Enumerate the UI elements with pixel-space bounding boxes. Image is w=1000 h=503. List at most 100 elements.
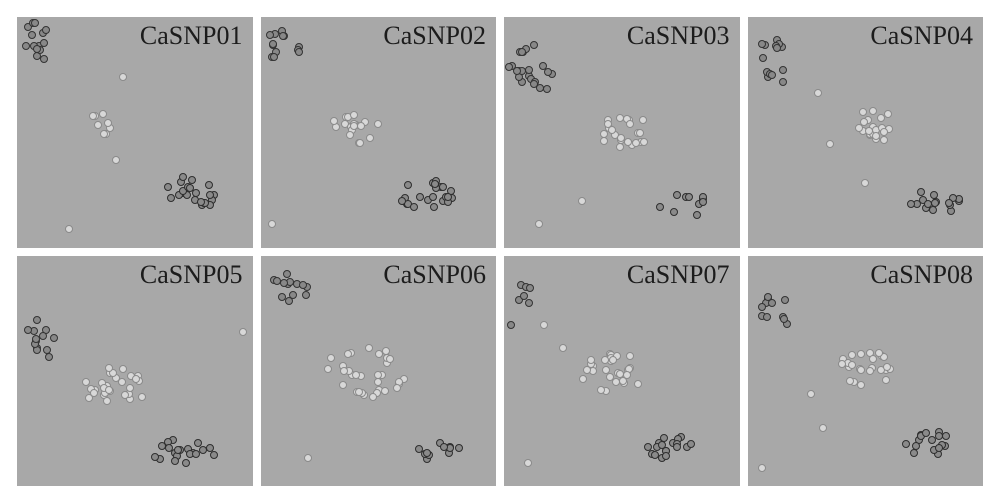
scatter-point — [526, 284, 534, 292]
scatter-point — [814, 89, 822, 97]
scatter-point — [865, 127, 873, 135]
scatter-point — [639, 116, 647, 124]
scatter-point — [350, 122, 358, 130]
scatter-point — [601, 356, 609, 364]
scatter-point — [773, 44, 781, 52]
scatter-point — [192, 450, 200, 458]
scatter-point — [410, 203, 418, 211]
scatter-point — [118, 378, 126, 386]
scatter-panel-grid: CaSNP01 CaSNP02 CaSNP03 CaSNP04 CaSNP05 … — [0, 0, 1000, 503]
scatter-point — [386, 355, 394, 363]
scatter-point — [600, 137, 608, 145]
scatter-point — [295, 48, 303, 56]
scatter-point — [182, 459, 190, 467]
scatter-point — [763, 313, 771, 321]
scatter-point — [759, 54, 767, 62]
scatter-point — [151, 453, 159, 461]
scatter-point — [540, 321, 548, 329]
panel-label: CaSNP07 — [627, 260, 730, 290]
scatter-point — [860, 118, 868, 126]
scatter-point — [197, 198, 205, 206]
scatter-point — [366, 134, 374, 142]
scatter-point — [393, 384, 401, 392]
scatter-point — [910, 449, 918, 457]
scatter-point — [43, 346, 51, 354]
scatter-point — [826, 140, 834, 148]
scatter-point — [587, 356, 595, 364]
scatter-point — [165, 444, 173, 452]
scatter-point — [99, 110, 107, 118]
scatter-point — [105, 364, 113, 372]
scatter-point — [356, 139, 364, 147]
scatter-point — [644, 443, 652, 451]
scatter-point — [539, 62, 547, 70]
scatter-point — [780, 315, 788, 323]
scatter-point — [365, 344, 373, 352]
scatter-point — [299, 281, 307, 289]
scatter-point — [658, 441, 666, 449]
scatter-point — [121, 391, 129, 399]
scatter-point — [524, 459, 532, 467]
scatter-point — [632, 139, 640, 147]
scatter-point — [94, 121, 102, 129]
scatter-point — [430, 203, 438, 211]
scatter-point — [40, 39, 48, 47]
scatter-point — [302, 291, 310, 299]
scatter-point — [132, 375, 140, 383]
scatter-point — [520, 292, 528, 300]
scatter-point — [846, 377, 854, 385]
scatter-point — [917, 188, 925, 196]
scatter-point — [505, 63, 513, 71]
scatter-point — [404, 181, 412, 189]
scatter-point — [179, 173, 187, 181]
scatter-point — [866, 367, 874, 375]
scatter-point — [779, 78, 787, 86]
scatter-point — [440, 443, 448, 451]
scatter-point — [535, 220, 543, 228]
scatter-point — [861, 179, 869, 187]
scatter-point — [699, 198, 707, 206]
panel-CaSNP08: CaSNP08 — [747, 255, 985, 488]
scatter-point — [656, 203, 664, 211]
scatter-point — [758, 40, 766, 48]
scatter-point — [206, 444, 214, 452]
scatter-point — [518, 48, 526, 56]
panel-CaSNP04: CaSNP04 — [747, 16, 985, 249]
scatter-point — [758, 303, 766, 311]
scatter-point — [880, 136, 888, 144]
scatter-point — [28, 31, 36, 39]
scatter-point — [931, 199, 939, 207]
scatter-point — [194, 439, 202, 447]
scatter-point — [608, 126, 616, 134]
scatter-point — [884, 110, 892, 118]
scatter-point — [922, 429, 930, 437]
scatter-point — [65, 225, 73, 233]
scatter-point — [779, 66, 787, 74]
scatter-point — [423, 449, 431, 457]
scatter-point — [945, 199, 953, 207]
scatter-point — [270, 53, 278, 61]
scatter-point — [167, 194, 175, 202]
scatter-point — [636, 129, 644, 137]
scatter-point — [935, 432, 943, 440]
scatter-point — [693, 211, 701, 219]
scatter-point — [872, 132, 880, 140]
scatter-point — [670, 208, 678, 216]
scatter-point — [543, 85, 551, 93]
scatter-point — [119, 73, 127, 81]
scatter-point — [22, 42, 30, 50]
scatter-point — [935, 444, 943, 452]
panel-CaSNP05: CaSNP05 — [16, 255, 254, 488]
scatter-point — [758, 464, 766, 472]
scatter-point — [857, 350, 865, 358]
panel-label: CaSNP04 — [870, 21, 973, 51]
scatter-point — [768, 71, 776, 79]
scatter-point — [616, 114, 624, 122]
scatter-point — [239, 328, 247, 336]
scatter-point — [530, 80, 538, 88]
scatter-point — [673, 443, 681, 451]
scatter-point — [24, 326, 32, 334]
scatter-point — [513, 67, 521, 75]
scatter-point — [559, 344, 567, 352]
scatter-point — [623, 371, 631, 379]
